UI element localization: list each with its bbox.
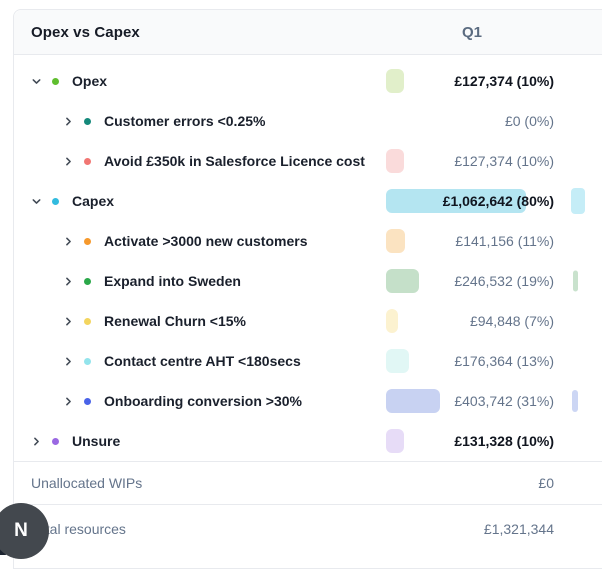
chevron-right-icon[interactable]	[62, 155, 74, 167]
allocation-bar	[386, 69, 404, 93]
row-value: £127,374 (10%)	[454, 153, 554, 169]
table-title: Opex vs Capex	[31, 23, 140, 41]
row-label: Onboarding conversion >30%	[104, 393, 302, 409]
status-dot-icon	[52, 197, 59, 205]
column-header-q1[interactable]: Q1	[461, 23, 482, 41]
row-label: Contact centre AHT <180secs	[104, 353, 301, 369]
table-header: Opex vs Capex Q1	[14, 10, 602, 55]
allocation-bar	[386, 309, 398, 333]
chevron-right-icon[interactable]	[62, 395, 74, 407]
row-label: Avoid £350k in Salesforce Licence cost	[104, 153, 365, 169]
footer-row-value: £1,321,344	[483, 520, 554, 537]
row-label: Capex	[72, 193, 115, 209]
next-quarter-bar	[573, 270, 578, 292]
status-dot-icon	[84, 277, 91, 285]
status-dot-icon	[84, 317, 91, 325]
row-value: £0 (0%)	[504, 113, 554, 129]
allocation-bar	[386, 229, 405, 253]
budget-table-card: Opex vs Capex Q1 Opex £127,374 (10%) Cus…	[13, 9, 602, 569]
next-quarter-bar	[571, 188, 585, 214]
footer-row-value: £0	[538, 475, 554, 491]
row-label: Activate >3000 new customers	[104, 233, 308, 249]
total-resources-row: Total resources £1,321,344	[14, 504, 602, 552]
allocation-bar	[386, 429, 404, 453]
table-row[interactable]: Renewal Churn <15% £94,848 (7%)	[14, 301, 602, 341]
status-dot-icon	[84, 157, 91, 165]
row-label: Expand into Sweden	[104, 273, 241, 289]
allocation-bar	[386, 269, 419, 293]
chevron-right-icon[interactable]	[62, 235, 74, 247]
row-value: £1,062,642 (80%)	[442, 193, 554, 209]
status-dot-icon	[84, 397, 91, 405]
chevron-right-icon[interactable]	[62, 355, 74, 367]
footer-row-label: Total resources	[31, 520, 126, 537]
table-row[interactable]: Customer errors <0.25% £0 (0%)	[14, 101, 602, 141]
allocation-bar	[386, 149, 404, 173]
footer-row-label: Unallocated WIPs	[31, 475, 143, 491]
status-dot-icon	[84, 117, 91, 125]
table-row[interactable]: Opex £127,374 (10%)	[14, 61, 602, 101]
table-row[interactable]: Contact centre AHT <180secs £176,364 (13…	[14, 341, 602, 381]
status-dot-icon	[52, 437, 59, 445]
chevron-right-icon[interactable]	[62, 315, 74, 327]
row-value: £94,848 (7%)	[469, 313, 554, 329]
table-row[interactable]: Unsure £131,328 (10%)	[14, 421, 602, 461]
table-row[interactable]: Capex £1,062,642 (80%)	[14, 181, 602, 221]
row-label: Unsure	[72, 433, 121, 449]
table-row[interactable]: Activate >3000 new customers £141,156 (1…	[14, 221, 602, 261]
chevron-right-icon[interactable]	[62, 115, 74, 127]
row-label: Customer errors <0.25%	[104, 113, 266, 129]
row-value: £127,374 (10%)	[454, 73, 554, 89]
row-label: Opex	[72, 73, 108, 89]
chevron-down-icon[interactable]	[30, 195, 42, 207]
chevron-down-icon[interactable]	[30, 75, 42, 87]
table-footer: Unallocated WIPs £0 Total resources £1,3…	[14, 461, 602, 552]
row-value: £131,328 (10%)	[454, 433, 554, 449]
next-quarter-bar	[572, 390, 578, 412]
row-value: £176,364 (13%)	[454, 353, 554, 369]
table-body: Opex £127,374 (10%) Customer errors <0.2…	[14, 55, 602, 461]
status-dot-icon	[52, 77, 59, 85]
status-dot-icon	[84, 357, 91, 365]
row-label: Renewal Churn <15%	[104, 313, 246, 329]
table-row[interactable]: Avoid £350k in Salesforce Licence cost £…	[14, 141, 602, 181]
avatar-initial: N	[14, 520, 28, 541]
chevron-right-icon[interactable]	[30, 435, 42, 447]
table-row[interactable]: Onboarding conversion >30% £403,742 (31%…	[14, 381, 602, 421]
unallocated-wips-row: Unallocated WIPs £0	[14, 462, 602, 504]
status-dot-icon	[84, 237, 91, 245]
table-row[interactable]: Expand into Sweden £246,532 (19%)	[14, 261, 602, 301]
allocation-bar	[386, 389, 440, 413]
row-value: £141,156 (11%)	[455, 233, 554, 249]
allocation-bar	[386, 349, 409, 373]
allocation-bar	[386, 189, 526, 213]
row-value: £246,532 (19%)	[454, 273, 554, 289]
row-value: £403,742 (31%)	[454, 393, 554, 409]
chevron-right-icon[interactable]	[62, 275, 74, 287]
